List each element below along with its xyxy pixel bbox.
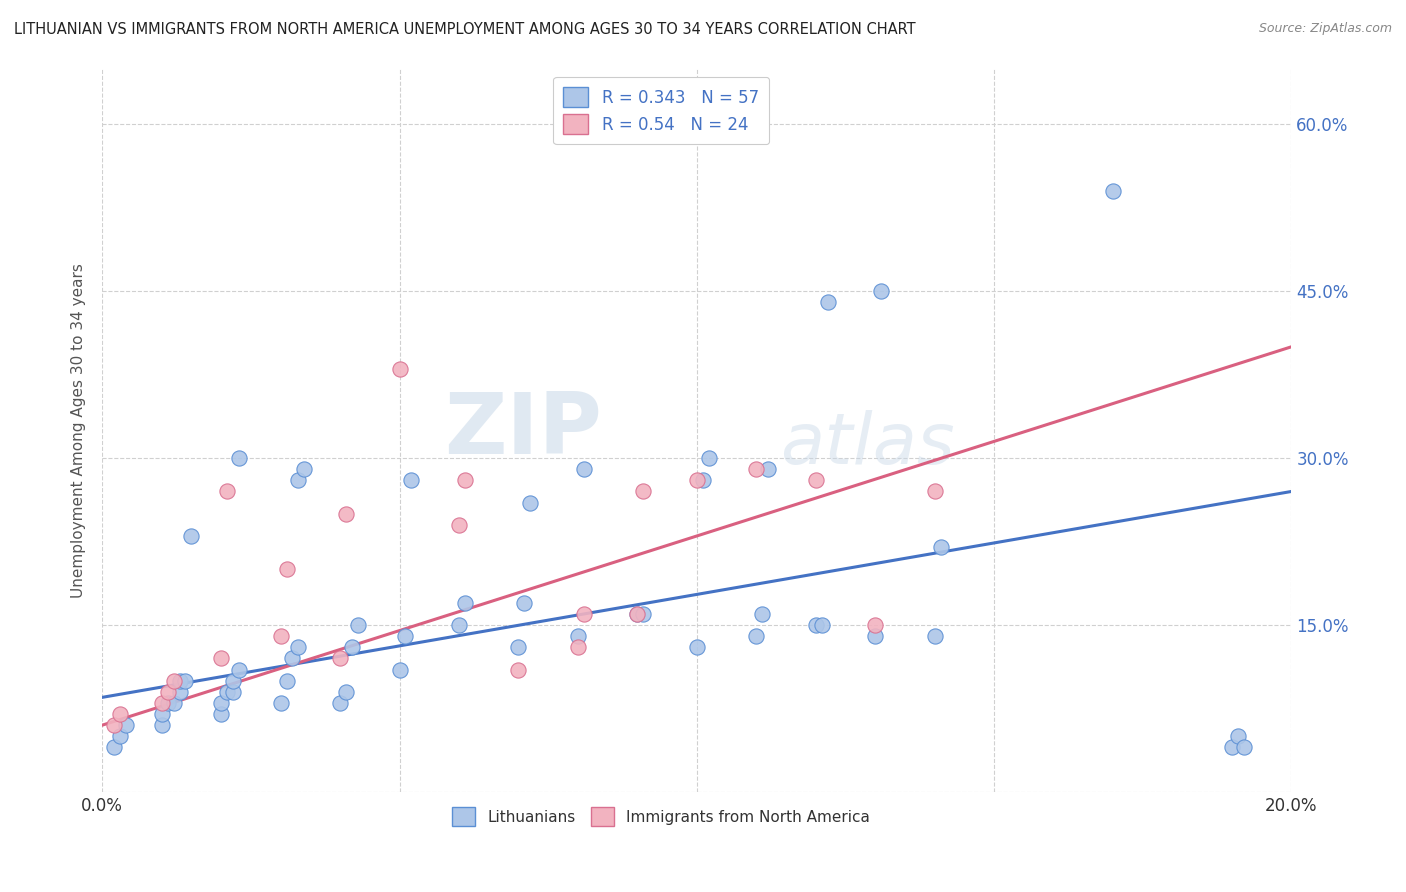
Point <box>924 629 946 643</box>
Point <box>222 673 245 688</box>
Text: ZIP: ZIP <box>444 389 602 472</box>
Point <box>756 462 779 476</box>
Point <box>394 629 416 643</box>
Y-axis label: Unemployment Among Ages 30 to 34 years: Unemployment Among Ages 30 to 34 years <box>72 263 86 598</box>
Point <box>513 596 536 610</box>
Point <box>292 462 315 476</box>
Point <box>567 629 589 643</box>
Point <box>626 607 648 621</box>
Point <box>633 607 655 621</box>
Point <box>751 607 773 621</box>
Point <box>276 562 298 576</box>
Point <box>209 707 232 722</box>
Point <box>270 629 292 643</box>
Point <box>228 451 250 466</box>
Point <box>108 707 131 722</box>
Point <box>1102 184 1125 198</box>
Text: Source: ZipAtlas.com: Source: ZipAtlas.com <box>1258 22 1392 36</box>
Point <box>1233 740 1256 755</box>
Point <box>150 696 173 710</box>
Point <box>335 507 357 521</box>
Point <box>692 473 714 487</box>
Point <box>217 484 239 499</box>
Point <box>401 473 423 487</box>
Point <box>686 640 709 655</box>
Point <box>162 696 184 710</box>
Point <box>572 607 595 621</box>
Point <box>810 618 832 632</box>
Point <box>287 473 309 487</box>
Point <box>697 451 720 466</box>
Point <box>745 629 768 643</box>
Legend: Lithuanians, Immigrants from North America: Lithuanians, Immigrants from North Ameri… <box>443 798 879 835</box>
Point <box>287 640 309 655</box>
Point <box>276 673 298 688</box>
Point <box>745 462 768 476</box>
Point <box>281 651 304 665</box>
Point <box>519 495 541 509</box>
Point <box>804 618 827 632</box>
Point <box>388 362 411 376</box>
Point <box>1226 729 1249 743</box>
Point <box>804 473 827 487</box>
Point <box>156 685 179 699</box>
Point <box>103 740 125 755</box>
Point <box>447 517 470 532</box>
Text: LITHUANIAN VS IMMIGRANTS FROM NORTH AMERICA UNEMPLOYMENT AMONG AGES 30 TO 34 YEA: LITHUANIAN VS IMMIGRANTS FROM NORTH AMER… <box>14 22 915 37</box>
Point <box>209 696 232 710</box>
Point <box>162 673 184 688</box>
Point <box>169 673 191 688</box>
Point <box>270 696 292 710</box>
Text: atlas: atlas <box>780 410 955 479</box>
Point <box>174 673 197 688</box>
Point <box>347 618 370 632</box>
Point <box>572 462 595 476</box>
Point <box>863 629 886 643</box>
Point <box>150 707 173 722</box>
Point <box>924 484 946 499</box>
Point <box>150 718 173 732</box>
Point <box>870 284 893 298</box>
Point <box>929 540 952 554</box>
Point <box>863 618 886 632</box>
Point <box>209 651 232 665</box>
Point <box>169 685 191 699</box>
Point <box>626 607 648 621</box>
Point <box>335 685 357 699</box>
Point <box>103 718 125 732</box>
Point <box>329 696 352 710</box>
Point <box>508 640 530 655</box>
Point <box>228 663 250 677</box>
Point <box>686 473 709 487</box>
Point <box>180 529 202 543</box>
Point <box>817 295 839 310</box>
Point <box>329 651 352 665</box>
Point <box>156 696 179 710</box>
Point <box>108 729 131 743</box>
Point <box>633 484 655 499</box>
Point <box>454 473 477 487</box>
Point <box>447 618 470 632</box>
Point <box>567 640 589 655</box>
Point <box>388 663 411 677</box>
Point <box>115 718 138 732</box>
Point <box>1220 740 1243 755</box>
Point <box>340 640 363 655</box>
Point <box>217 685 239 699</box>
Point <box>454 596 477 610</box>
Point <box>508 663 530 677</box>
Point <box>222 685 245 699</box>
